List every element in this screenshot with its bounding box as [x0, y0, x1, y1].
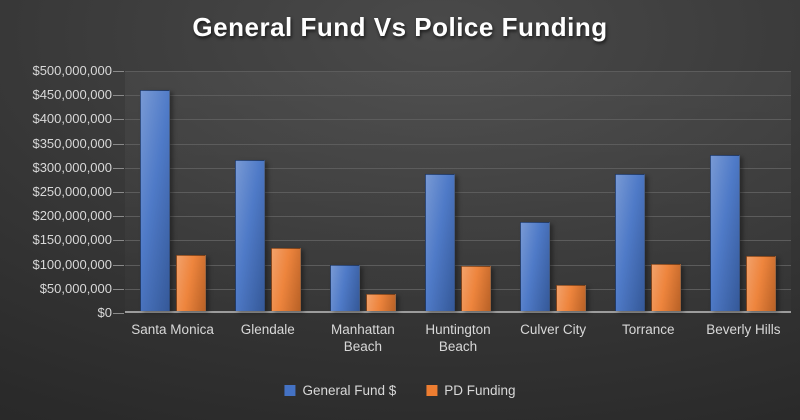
- y-axis-tick: [113, 288, 124, 290]
- legend-label-pd-funding: PD Funding: [444, 383, 516, 398]
- y-axis-tick-label: $200,000,000: [32, 208, 112, 224]
- gridline: [125, 192, 791, 193]
- bar-general-fund: [234, 160, 265, 311]
- legend-item-pd-funding: PD Funding: [426, 383, 516, 398]
- bar-pd-funding: [460, 266, 491, 311]
- bar-group: [220, 71, 315, 311]
- y-axis-tick-label: $300,000,000: [32, 159, 112, 175]
- y-axis-tick: [113, 313, 124, 314]
- bar-general-fund: [520, 222, 551, 311]
- legend-swatch-general-fund-icon: [284, 385, 296, 396]
- y-axis-tick: [113, 71, 124, 72]
- y-axis-tick-label: $450,000,000: [32, 87, 112, 103]
- legend-label-general-fund: General Fund $: [302, 383, 397, 398]
- x-axis-label: Huntington Beach: [425, 322, 491, 354]
- gridline: [125, 216, 791, 218]
- bar-pd-funding: [556, 285, 587, 311]
- gridline: [125, 119, 791, 121]
- bar-general-fund: [710, 155, 741, 311]
- x-axis-label: Beverly Hills: [706, 322, 781, 337]
- y-axis-tick-label: $150,000,000: [32, 232, 112, 248]
- y-axis-tick-label: $350,000,000: [32, 135, 112, 151]
- y-axis-tick-label: $0: [97, 305, 112, 320]
- x-axis-label: Santa Monica: [131, 322, 214, 337]
- y-axis: $0 $50,000,000 $100,000,000 $150,000,000 $20…: [0, 63, 114, 320]
- legend-item-general-fund: General Fund $: [284, 383, 396, 398]
- gridline: [125, 240, 791, 242]
- x-axis-label: Manhattan Beach: [330, 322, 395, 354]
- y-axis-tick-label: $250,000,000: [32, 184, 112, 199]
- gridline: [125, 167, 791, 169]
- y-axis-tick: [113, 240, 124, 242]
- gridline: [125, 264, 791, 266]
- bar-pd-funding: [270, 248, 301, 311]
- x-axis-label: Glendale: [240, 322, 295, 337]
- y-axis-tick: [113, 264, 124, 266]
- gridline: [125, 288, 791, 290]
- legend-swatch-pd-funding-icon: [426, 385, 438, 396]
- bar-pd-funding: [651, 264, 682, 311]
- y-axis-tick-label: $500,000,000: [32, 63, 112, 78]
- y-axis-tick: [113, 143, 124, 145]
- bar-group: [696, 71, 791, 311]
- bar-pd-funding: [365, 294, 396, 311]
- bar-general-fund: [424, 174, 455, 311]
- bar-pd-funding: [746, 256, 777, 311]
- y-axis-tick-label: $100,000,000: [32, 256, 112, 272]
- chart-title: General Fund Vs Police Funding: [192, 12, 608, 42]
- y-axis-tick: [113, 167, 124, 169]
- x-axis-label: Torrance: [622, 322, 675, 337]
- bar-group: [410, 71, 505, 311]
- bar-group: [125, 71, 220, 311]
- bar-general-fund: [329, 265, 360, 311]
- plot-area: [113, 71, 791, 314]
- legend: General Fund $ PD Funding: [284, 383, 516, 398]
- y-axis-tick: [113, 95, 124, 97]
- y-axis-tick-label: $400,000,000: [32, 111, 112, 127]
- bar-group: [315, 71, 410, 311]
- bar-pd-funding: [175, 255, 206, 311]
- bar-group: [506, 71, 601, 311]
- y-axis-tick-label: $50,000,000: [39, 280, 112, 296]
- x-axis: Santa Monica Glendale Manhattan Beach Hunti…: [125, 321, 791, 355]
- y-axis-tick: [113, 119, 124, 121]
- x-axis-label: Culver City: [520, 322, 587, 337]
- gridline: [125, 143, 791, 145]
- y-axis-tick: [113, 216, 124, 218]
- bar-group: [601, 71, 696, 311]
- gridline: [125, 95, 791, 97]
- y-axis-tick: [113, 192, 124, 193]
- bar-general-fund: [139, 90, 170, 311]
- gridline: [125, 71, 791, 72]
- bar-general-fund: [615, 174, 646, 311]
